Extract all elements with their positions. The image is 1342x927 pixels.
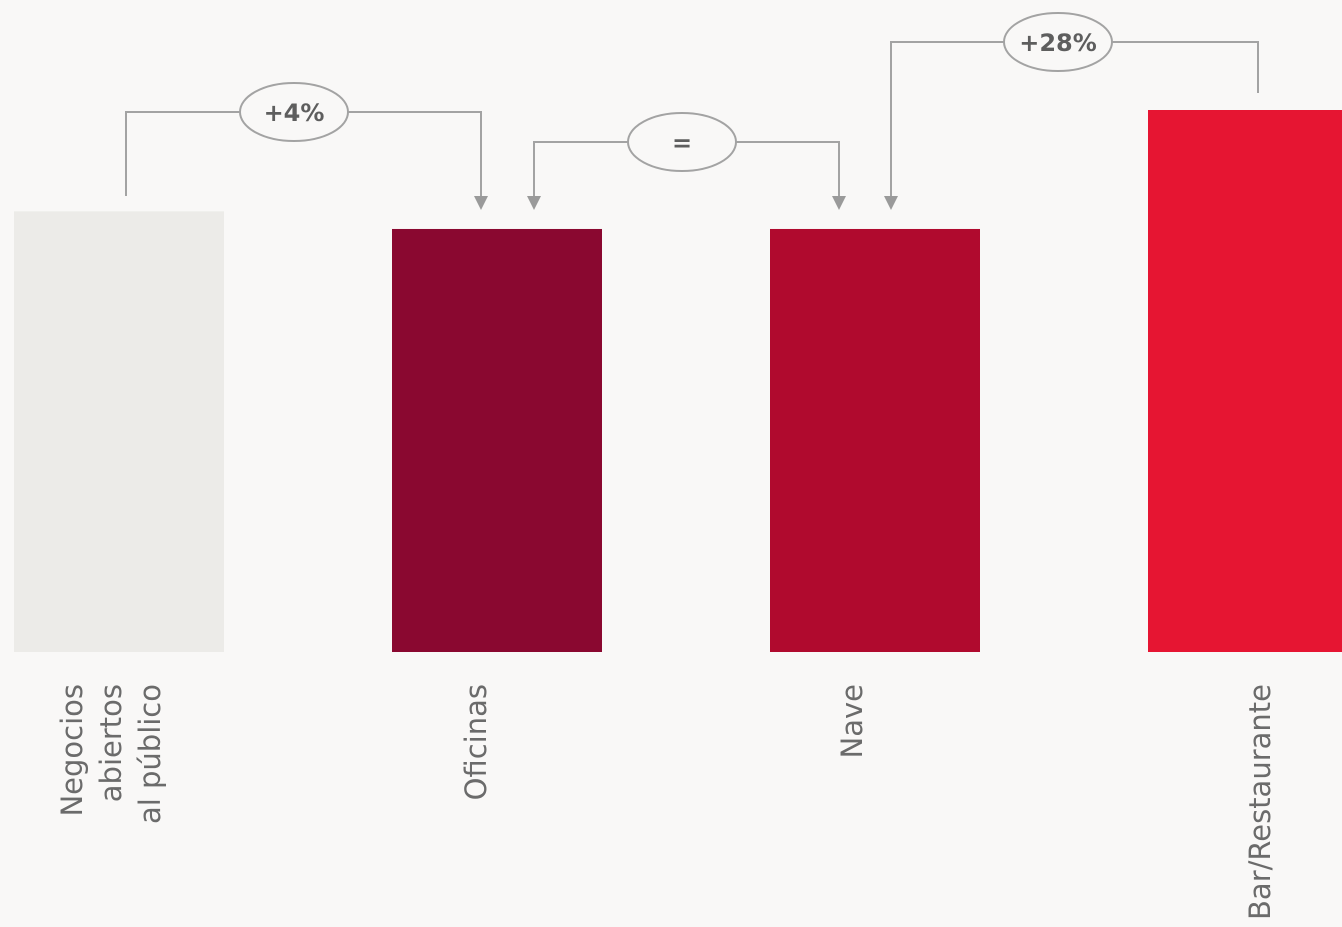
category-label-line: Bar/Restaurante <box>1243 684 1277 920</box>
category-label-line: Negocios <box>55 684 89 817</box>
bar-1 <box>392 228 602 652</box>
category-label-3: Bar/Restaurante <box>1243 684 1277 920</box>
arrow-head <box>474 196 488 210</box>
category-labels: Negocios abiertos al público Oficinas Nave Ba… <box>55 684 1277 920</box>
bars-group <box>14 110 1342 652</box>
comparison-label-1: = <box>672 129 692 157</box>
arrow-head <box>884 196 898 210</box>
category-label-2: Nave <box>835 684 869 758</box>
comparison-pill-2 <box>1003 12 1113 72</box>
arrow-head <box>527 196 541 210</box>
comparison-label-0: +4% <box>264 99 325 127</box>
category-label-line: abiertos <box>94 684 128 802</box>
comparison-pill-0 <box>239 82 349 142</box>
category-label-line: Oficinas <box>459 684 493 800</box>
comparison-brackets: +4% = +28% <box>125 12 1259 210</box>
category-label-0: Negocios abiertos al público <box>55 684 167 824</box>
category-label-line: al público <box>133 684 167 824</box>
category-label-line: Nave <box>835 684 869 758</box>
arrow-head <box>832 196 846 210</box>
bar-2 <box>770 228 980 652</box>
comparison-label-2: +28% <box>1019 29 1097 57</box>
category-label-1: Oficinas <box>459 684 493 800</box>
comparison-pill-1 <box>627 112 737 172</box>
bar-3 <box>1148 110 1342 652</box>
bar-0 <box>14 211 224 652</box>
